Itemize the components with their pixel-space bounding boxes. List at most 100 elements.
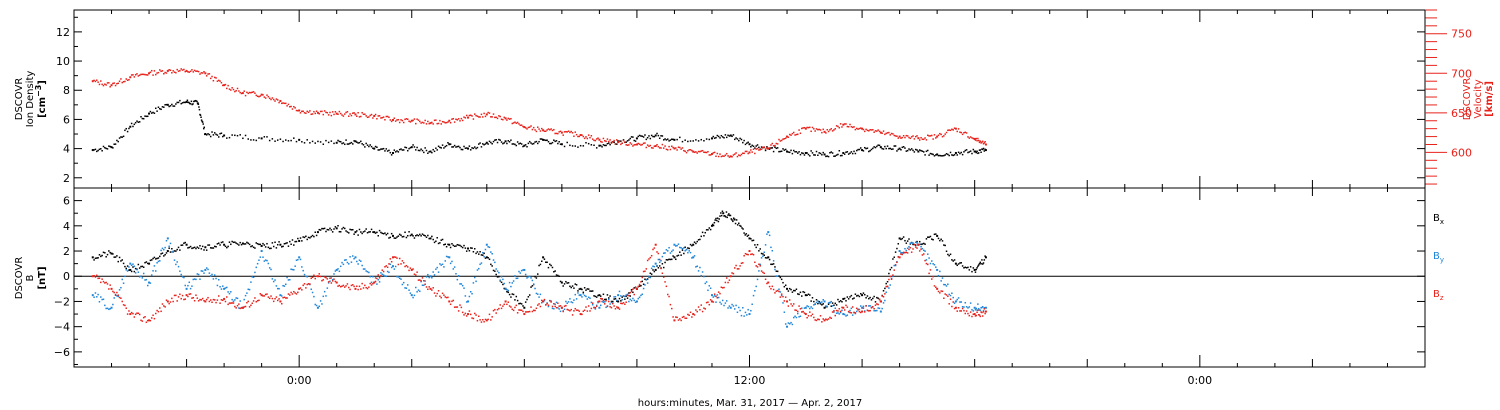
by-sample <box>877 307 879 309</box>
velocity-sample <box>290 105 292 108</box>
bz-sample <box>640 281 642 283</box>
velocity-sample <box>570 130 572 133</box>
velocity-sample <box>402 121 405 124</box>
velocity-sample <box>902 135 905 137</box>
velocity-sample <box>740 153 743 156</box>
bx-sample <box>652 269 654 271</box>
bx-point <box>748 237 751 240</box>
by-sample <box>616 299 618 302</box>
velocity-sample <box>310 113 312 116</box>
velocity-sample <box>239 91 241 94</box>
density-sample <box>406 149 409 152</box>
density-sample <box>140 115 142 118</box>
by-sample <box>238 307 240 309</box>
velocity-sample <box>94 80 97 83</box>
bx-sample <box>218 242 220 244</box>
density-point <box>598 144 601 147</box>
b-axis-title-line2: B <box>25 274 36 281</box>
bx-sample <box>752 239 755 242</box>
bx-sample <box>528 294 531 296</box>
bx-sample <box>439 242 441 244</box>
by-sample <box>927 253 929 255</box>
density-sample <box>967 151 969 154</box>
by-sample <box>782 302 784 304</box>
bx-sample <box>183 242 185 244</box>
density-sample <box>105 147 107 150</box>
by-sample <box>337 268 339 270</box>
velocity-sample <box>727 155 729 157</box>
density-point <box>166 103 169 106</box>
by-sample <box>571 301 574 304</box>
bz-sample <box>585 306 587 308</box>
density-sample <box>931 153 933 155</box>
bz-point <box>204 300 207 303</box>
density-sample <box>559 143 562 145</box>
density-sample <box>193 100 195 103</box>
bx-sample <box>357 234 359 236</box>
by-sample <box>333 273 335 275</box>
velocity-sample <box>169 69 172 71</box>
by-sample <box>203 272 205 274</box>
density-sample <box>212 134 215 136</box>
density-sample <box>882 148 885 150</box>
bz-sample <box>621 302 623 305</box>
density-sample <box>549 142 551 145</box>
velocity-sample <box>303 112 306 114</box>
velocity-sample <box>234 90 236 93</box>
density-sample <box>813 154 815 156</box>
bx-point <box>354 231 357 234</box>
density-sample <box>669 139 672 141</box>
bz-sample <box>612 302 614 305</box>
bz-sample <box>199 298 201 301</box>
velocity-sample <box>720 155 723 158</box>
density-sample <box>222 135 224 138</box>
bz-sample <box>303 283 306 285</box>
velocity-sample <box>719 153 721 155</box>
bx-sample <box>188 246 191 249</box>
by-sample <box>573 299 575 301</box>
density-sample <box>479 142 481 144</box>
bz-sample <box>251 302 254 304</box>
by-sample <box>956 298 958 301</box>
bz-sample <box>847 310 850 313</box>
bz-sample <box>152 314 154 317</box>
bx-sample <box>234 241 236 243</box>
bx-sample <box>431 235 433 238</box>
bx-point <box>842 297 845 300</box>
density-sample <box>192 103 194 105</box>
velocity-sample <box>546 129 548 131</box>
bz-sample <box>857 309 859 311</box>
legend-bz: Bz <box>1433 289 1444 302</box>
density-tick-label: 10 <box>56 55 70 68</box>
density-sample <box>125 127 128 130</box>
velocity-sample <box>578 135 581 138</box>
velocity-sample <box>810 130 812 133</box>
by-point <box>654 262 657 265</box>
velocity-sample <box>665 148 668 151</box>
by-point <box>984 306 987 309</box>
density-sample <box>925 150 928 153</box>
density-sample <box>798 151 800 153</box>
velocity-sample <box>662 147 665 149</box>
legend-bx: Bx <box>1433 213 1444 226</box>
bx-sample <box>888 272 890 275</box>
bx-sample <box>289 240 291 243</box>
by-sample <box>165 240 168 242</box>
density-sample <box>787 151 790 153</box>
bz-sample <box>551 305 554 308</box>
bx-sample <box>534 275 536 278</box>
by-sample <box>179 270 181 272</box>
density-sample <box>133 123 136 126</box>
velocity-sample <box>641 143 644 146</box>
bx-point <box>110 252 113 255</box>
bz-sample <box>581 313 583 316</box>
bx-sample <box>224 245 227 248</box>
bx-sample <box>676 255 678 257</box>
bx-sample <box>315 234 318 237</box>
density-sample <box>364 146 366 148</box>
density-sample <box>508 141 511 143</box>
by-sample <box>666 250 669 252</box>
by-sample <box>918 243 921 245</box>
velocity-sample <box>132 74 134 76</box>
by-sample <box>468 295 471 298</box>
